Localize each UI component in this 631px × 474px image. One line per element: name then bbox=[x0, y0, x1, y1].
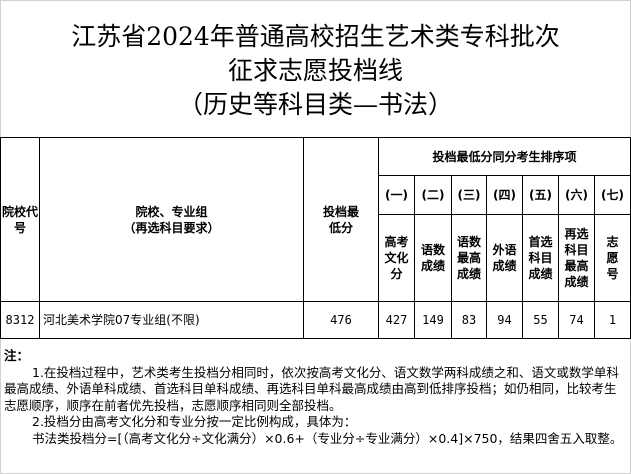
order-5: (五) bbox=[522, 175, 559, 215]
order-4: (四) bbox=[486, 175, 523, 215]
cell-item-1: 427 bbox=[378, 301, 415, 339]
item-5: 首选科目成绩 bbox=[522, 214, 559, 302]
item-7: 志愿号 bbox=[594, 214, 631, 302]
order-1: (一) bbox=[378, 175, 415, 215]
header-tie-group: 投档最低分同分考生排序项 bbox=[378, 137, 631, 176]
title-line-1: 江苏省2024年普通高校招生艺术类专科批次 bbox=[71, 22, 560, 51]
cell-item-6: 74 bbox=[558, 301, 595, 339]
note-3: 书法类投档分=[（高考文化分÷文化满分）×0.6+（专业分÷专业满分）×0.4]… bbox=[32, 430, 623, 446]
header-code: 院校代号 bbox=[0, 137, 40, 302]
order-6: (六) bbox=[558, 175, 595, 215]
item-2: 语数成绩 bbox=[414, 214, 452, 302]
cell-code: 8312 bbox=[0, 301, 40, 339]
cell-item-2: 149 bbox=[414, 301, 452, 339]
score-table: 院校代号 院校、专业组 （再选科目要求） 投档最低分 投档最低分同分考生排序项 (… bbox=[0, 137, 631, 339]
item-3: 语数最高成绩 bbox=[451, 214, 487, 302]
header-min-score: 投档最低分 bbox=[303, 137, 379, 302]
order-3: (三) bbox=[451, 175, 487, 215]
cell-item-5: 55 bbox=[522, 301, 559, 339]
title-line-3: （历史等科目类—书法） bbox=[177, 90, 453, 119]
cell-item-7: 1 bbox=[594, 301, 631, 339]
notes: 注： 1.在投档过程中，艺术类考生投档分相同时，依次按高考文化分、语文数学两科成… bbox=[4, 348, 626, 447]
title-line-2: 征求志愿投档线 bbox=[227, 56, 403, 85]
order-2: (二) bbox=[414, 175, 452, 215]
cell-school: 河北美术学院07专业组(不限) bbox=[39, 301, 304, 339]
order-7: (七) bbox=[594, 175, 631, 215]
note-2: 2.投档分由高考文化分和专业分按一定比例构成，具体为： bbox=[32, 414, 357, 429]
header-school-sub: （再选科目要求） bbox=[123, 220, 220, 235]
header-school: 院校、专业组 （再选科目要求） bbox=[39, 137, 304, 302]
table-row: 8312 河北美术学院07专业组(不限) 476 427 149 83 94 5… bbox=[0, 301, 631, 339]
item-1: 高考文化分 bbox=[378, 214, 415, 302]
notes-label: 注： bbox=[4, 348, 30, 363]
cell-item-4: 94 bbox=[486, 301, 523, 339]
header-school-main: 院校、专业组 bbox=[135, 204, 208, 219]
cell-min-score: 476 bbox=[303, 301, 379, 339]
item-4: 外语成绩 bbox=[486, 214, 523, 302]
item-6: 再选科目最高成绩 bbox=[558, 214, 595, 302]
note-1: 1.在投档过程中，艺术类考生投档分相同时，依次按高考文化分、语文数学两科成绩之和… bbox=[4, 364, 619, 413]
cell-item-3: 83 bbox=[451, 301, 487, 339]
